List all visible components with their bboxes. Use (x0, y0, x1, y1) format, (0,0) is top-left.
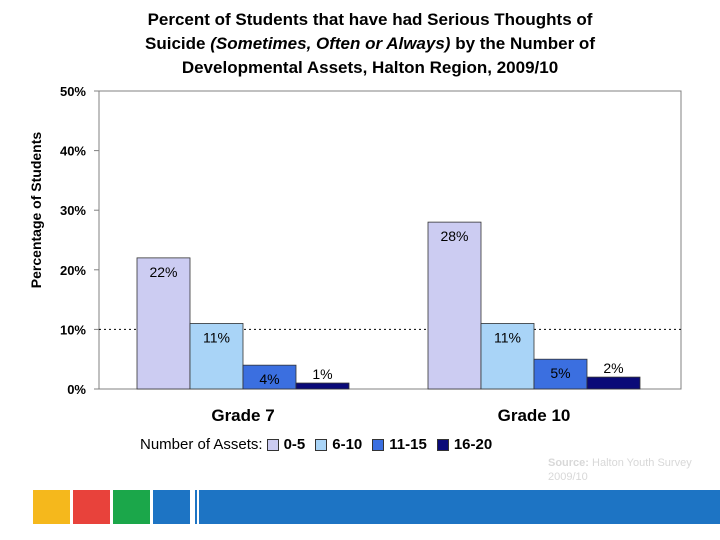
y-tick-label: 40% (60, 144, 86, 159)
bar (427, 221, 482, 390)
y-tick-label: 0% (67, 382, 86, 397)
bar (295, 382, 350, 390)
bar (242, 364, 297, 390)
bar (586, 376, 641, 390)
footer-block (113, 490, 150, 524)
legend-item: 11-15 (372, 436, 427, 453)
bar (480, 323, 535, 390)
legend-swatch (372, 438, 385, 451)
footer-block (73, 490, 110, 524)
title-part: Percent of Students that have had Seriou… (147, 10, 593, 29)
category-label: Grade 7 (211, 406, 274, 425)
footer-color-bar (0, 490, 720, 524)
legend-item: 6-10 (315, 436, 362, 453)
title-part: Suicide (145, 34, 211, 53)
data-label: 22% (149, 264, 177, 280)
footer-block (153, 490, 190, 524)
footer-block (199, 490, 720, 524)
bar (189, 323, 244, 390)
bar-chart: 0% 10% 20% 30% 40% 50% 22% 11% 4% 1% Grade 7 28% 11%… (60, 84, 682, 425)
legend-swatch (436, 438, 449, 451)
source-label: Source: (548, 457, 589, 469)
y-tick-label: 30% (60, 203, 86, 218)
bar (533, 358, 588, 390)
source-note: Source: Halton Youth Survey 2009/10 (548, 456, 718, 484)
title-part: Developmental Assets, Halton Region, 200… (181, 58, 559, 77)
legend-label: 6-10 (332, 436, 363, 453)
data-label: 5% (550, 365, 570, 381)
source-text: Halton Youth Survey 2009/10 (548, 457, 692, 483)
legend-title: Number of Assets: (140, 436, 263, 453)
data-label: 28% (440, 228, 468, 244)
title-part: (Sometimes, Often or Always) (210, 34, 451, 53)
data-label: 2% (603, 360, 623, 376)
footer-block (195, 490, 197, 524)
legend-swatch (266, 438, 279, 451)
y-tick-label: 50% (60, 84, 86, 99)
title-part: by the Number of (450, 34, 595, 53)
chart-title: Percent of Students that have had Seriou… (90, 8, 650, 80)
legend-label: 0-5 (283, 436, 306, 453)
data-label: 11% (203, 329, 230, 345)
legend-label: 16-20 (453, 436, 493, 453)
legend-swatch (315, 438, 328, 451)
legend-item: 0-5 (266, 436, 306, 453)
category-label: Grade 10 (498, 406, 571, 425)
footer-block (33, 490, 70, 524)
data-label: 11% (494, 329, 521, 345)
bar (136, 257, 191, 390)
legend-item: 16-20 (436, 436, 493, 453)
data-label: 4% (259, 371, 279, 387)
y-tick-label: 10% (60, 322, 86, 337)
legend: Number of Assets: 0-5 6-10 11-15 16-20 (140, 436, 502, 453)
y-tick-label: 20% (60, 263, 86, 278)
legend-label: 11-15 (389, 436, 427, 453)
data-label: 1% (312, 366, 332, 382)
